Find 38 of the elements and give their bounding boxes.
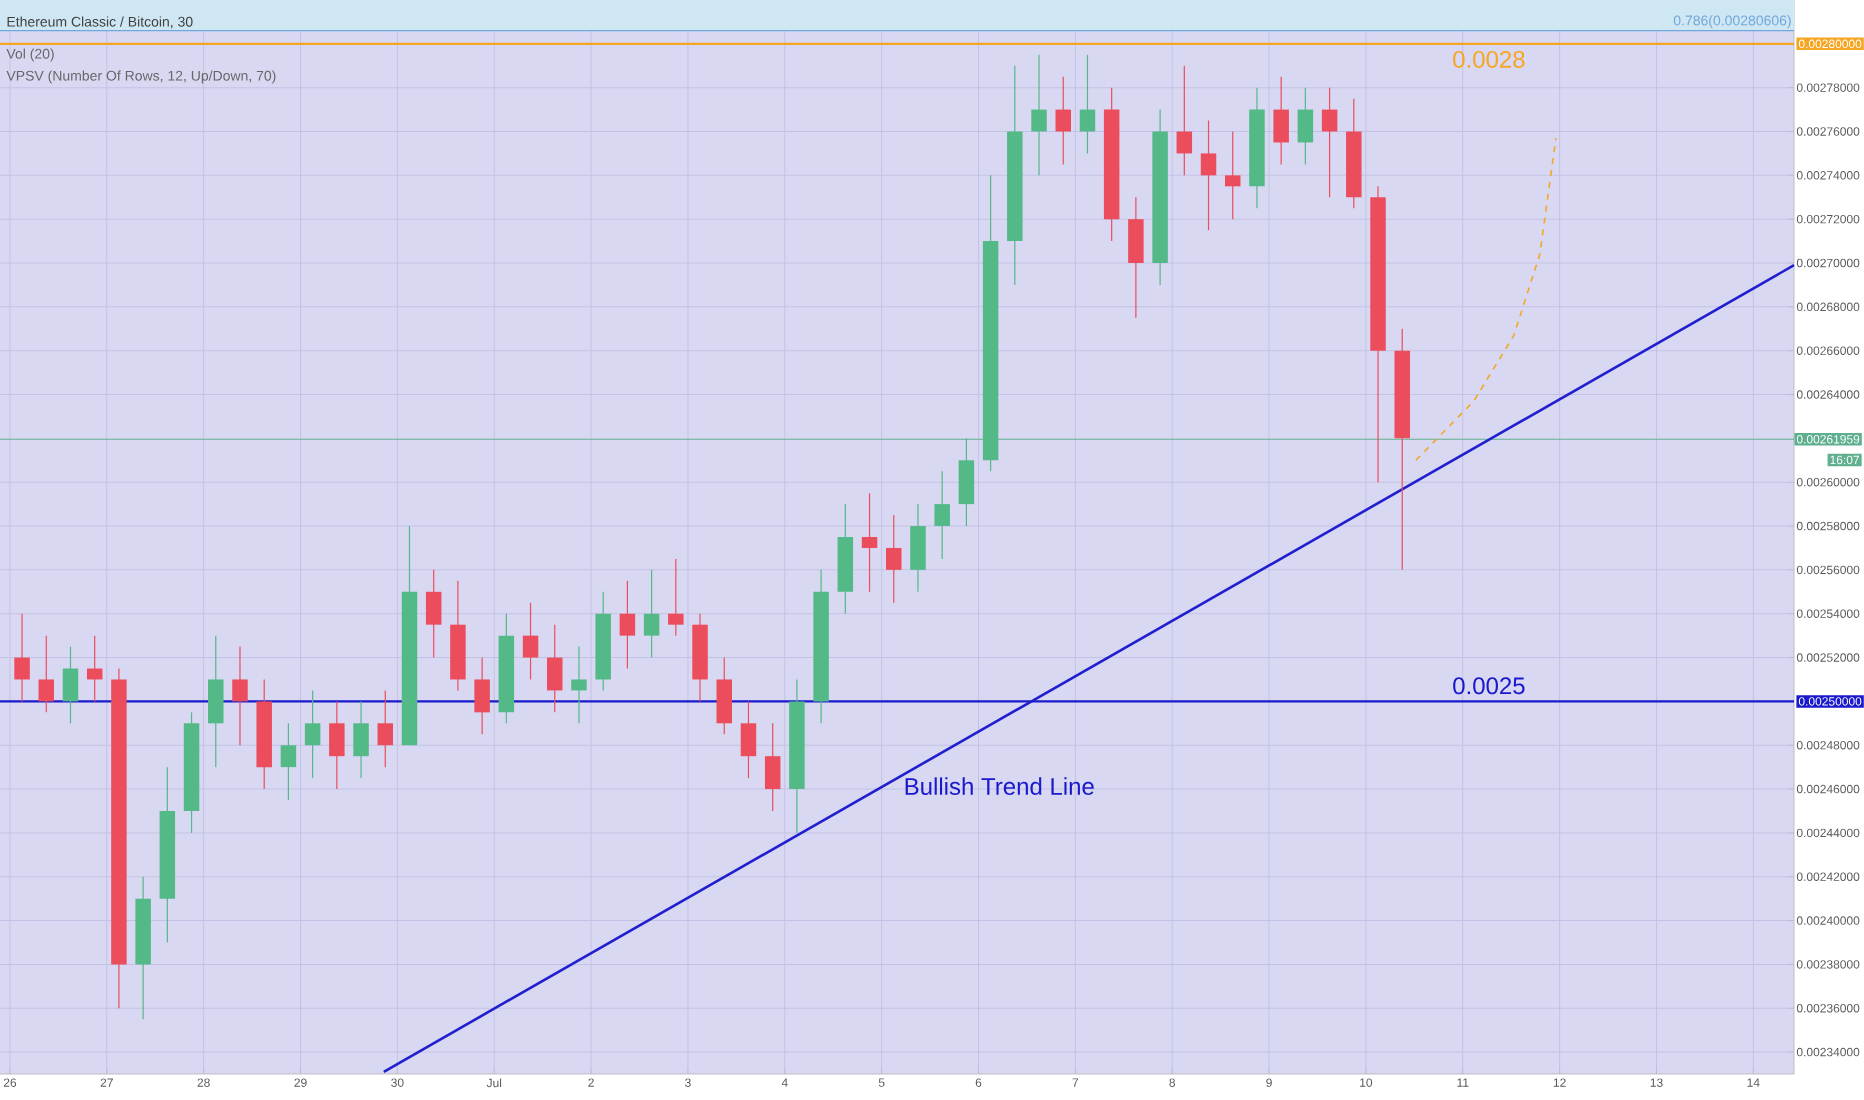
candlestick [280, 722, 297, 801]
candlestick [14, 613, 30, 702]
candlestick [1200, 119, 1217, 231]
candlestick [1321, 87, 1338, 198]
candlestick [764, 722, 781, 812]
candlestick [910, 503, 926, 593]
ref-line-label: 0.0028 [1453, 50, 1525, 68]
candlestick [232, 645, 248, 746]
candlestick [377, 689, 394, 768]
candlestick [1128, 196, 1144, 319]
candlestick [740, 700, 757, 779]
candlestick [1224, 130, 1241, 220]
candlestick [474, 656, 490, 735]
candlestick [716, 656, 732, 735]
candlestick [1273, 76, 1289, 165]
candlestick [619, 580, 636, 670]
candlestick [1055, 76, 1071, 165]
candlestick [643, 569, 660, 659]
candlestick [1176, 65, 1193, 176]
candlestick [62, 645, 79, 724]
candlestick [208, 635, 224, 768]
candlestick [547, 624, 563, 713]
candlestick [886, 514, 902, 604]
candlestick [1079, 54, 1096, 155]
candlestick [668, 558, 684, 637]
candlestick [329, 700, 345, 790]
candlestick [571, 645, 587, 724]
candlestick [861, 492, 878, 593]
candlestick [425, 569, 442, 659]
candlestick [1031, 54, 1047, 176]
candlestick [38, 635, 55, 713]
candlestick [934, 470, 950, 560]
candlestick [1297, 87, 1314, 165]
candlestick [304, 689, 321, 779]
ref-line-label: 0.0025 [1453, 677, 1525, 695]
candlestick [353, 700, 369, 779]
candlestick [522, 602, 539, 681]
annotation: Bullish Trend Line [905, 777, 1094, 795]
